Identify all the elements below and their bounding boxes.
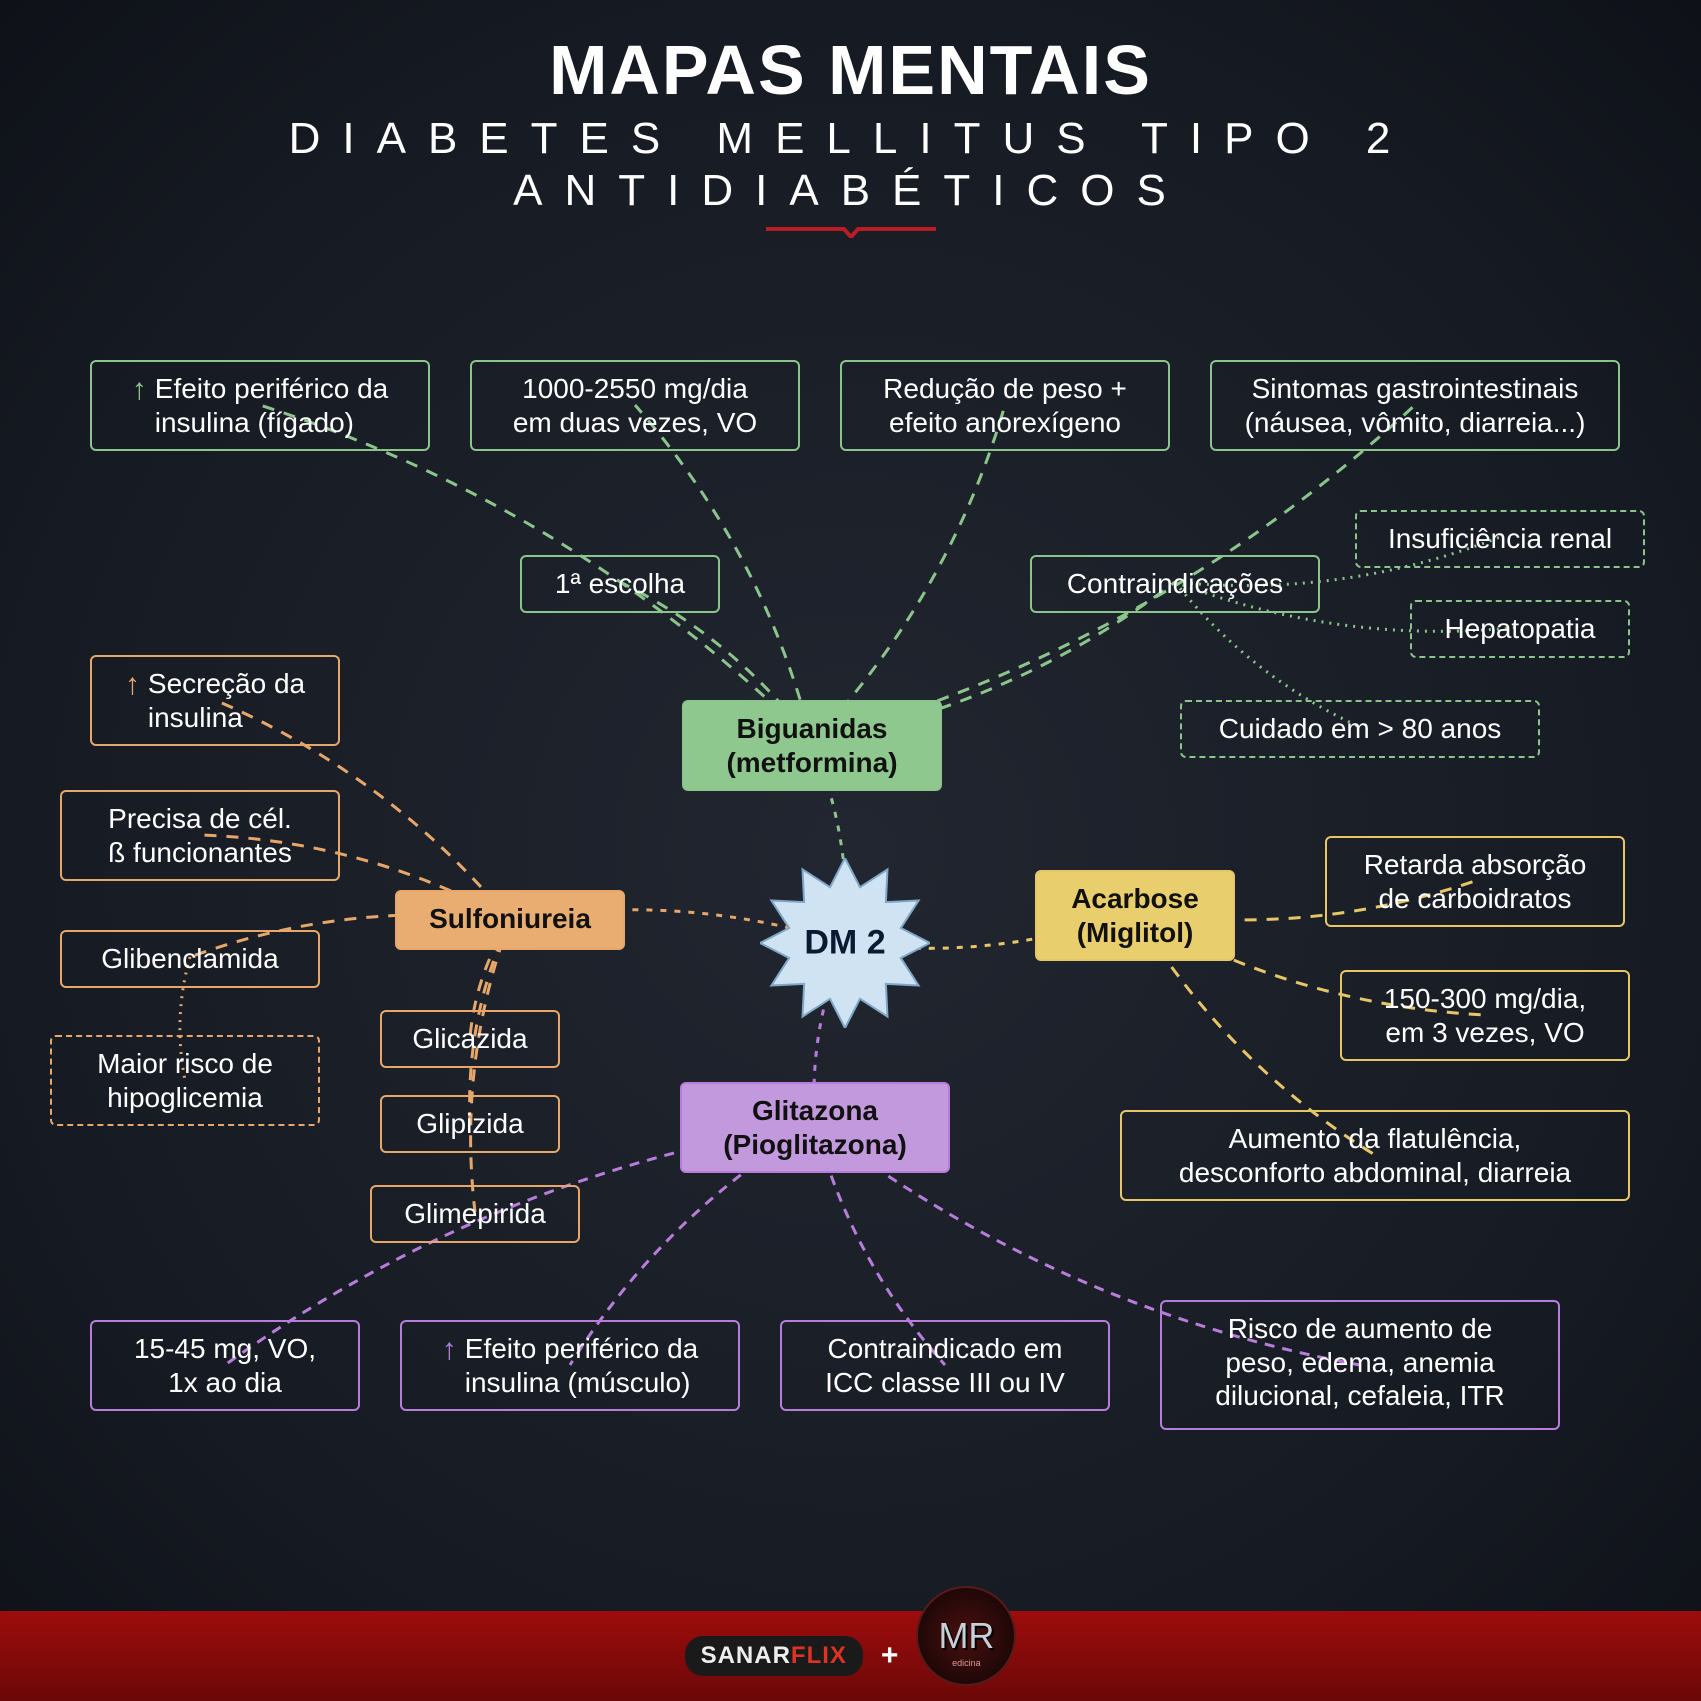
big-efeito-node: ↑Efeito periférico da insulina (fígado): [90, 360, 430, 451]
aca-dose-node: 150-300 mg/dia, em 3 vezes, VO: [1340, 970, 1630, 1061]
edge: [812, 405, 1005, 742]
arrow-up-icon: ↑: [132, 372, 147, 408]
sul-hipo-node: Maior risco de hipoglicemia: [50, 1035, 320, 1126]
gli-icc-node: Contraindicado em ICC classe III ou IV: [780, 1320, 1110, 1411]
sul-glimep-node: Glimepirida: [370, 1185, 580, 1243]
aca-flat-node: Aumento da flatulência, desconforto abdo…: [1120, 1110, 1630, 1201]
big-hepat-node: Hepatopatia: [1410, 600, 1630, 658]
big-renal-node: Insuficiência renal: [1355, 510, 1645, 568]
big-peso-node: Redução de peso + efeito anorexígeno: [840, 360, 1170, 451]
sul-beta-node: Precisa de cél. ß funcionantes: [60, 790, 340, 881]
sul-secr-label: Secreção da insulina: [148, 667, 305, 734]
sul-glipiz-node: Glipizida: [380, 1095, 560, 1153]
big-dose-node: 1000-2550 mg/dia em duas vezes, VO: [470, 360, 800, 451]
subtitle-line2: ANTIDIABÉTICOS: [0, 166, 1701, 216]
footer: SANARFLIX + MR edicina: [0, 1611, 1701, 1701]
arrow-up-icon: ↑: [442, 1332, 457, 1368]
header: MAPAS MENTAIS DIABETES MELLITUS TIPO 2 A…: [0, 0, 1701, 232]
gli-dose-node: 15-45 mg, VO, 1x ao dia: [90, 1320, 360, 1411]
big-efeito-label: Efeito periférico da insulina (fígado): [155, 372, 388, 439]
big-80-node: Cuidado em > 80 anos: [1180, 700, 1540, 758]
big-gi-node: Sintomas gastrointestinais (náusea, vômi…: [1210, 360, 1620, 451]
center-label: DM 2: [804, 924, 885, 963]
logo-mr-text: MR: [938, 1615, 994, 1657]
logo-mr: MR edicina: [916, 1586, 1016, 1686]
subtitle-line1: DIABETES MELLITUS TIPO 2: [0, 114, 1701, 164]
logo-mr-sub: edicina: [952, 1658, 981, 1668]
arrow-up-icon: ↑: [125, 667, 140, 703]
page-title: MAPAS MENTAIS: [0, 30, 1701, 110]
gli-efeito-node: ↑Efeito periférico da insulina (músculo): [400, 1320, 740, 1411]
sul-gliben-node: Glibenclamida: [60, 930, 320, 988]
sul-secr-node: ↑Secreção da insulina: [90, 655, 340, 746]
logo-flix-text: FLIX: [791, 1642, 847, 1669]
footer-plus: +: [881, 1639, 899, 1673]
sul-glicaz-node: Glicazida: [380, 1010, 560, 1068]
biguanidas.hub-node: Biguanidas (metformina): [682, 700, 942, 791]
aca-retarda-node: Retarda absorção de carboidratos: [1325, 836, 1625, 927]
gli-efeito-label: Efeito periférico da insulina (músculo): [465, 1332, 698, 1399]
logo-sanar-text: SANAR: [701, 1642, 791, 1669]
sulfoniureia.hub-node: Sulfoniureia: [395, 890, 625, 950]
big-1esc-node: 1ª escolha: [520, 555, 720, 613]
title-underline: [766, 226, 936, 232]
logo-sanarflix: SANARFLIX: [685, 1636, 863, 1676]
gli-risco-node: Risco de aumento de peso, edema, anemia …: [1160, 1300, 1560, 1430]
glitazona.hub-node: Glitazona (Pioglitazona): [680, 1082, 950, 1173]
center-node: DM 2: [760, 858, 930, 1028]
big-contra-node: Contraindicações: [1030, 555, 1320, 613]
acarbose.hub-node: Acarbose (Miglitol): [1035, 870, 1235, 961]
